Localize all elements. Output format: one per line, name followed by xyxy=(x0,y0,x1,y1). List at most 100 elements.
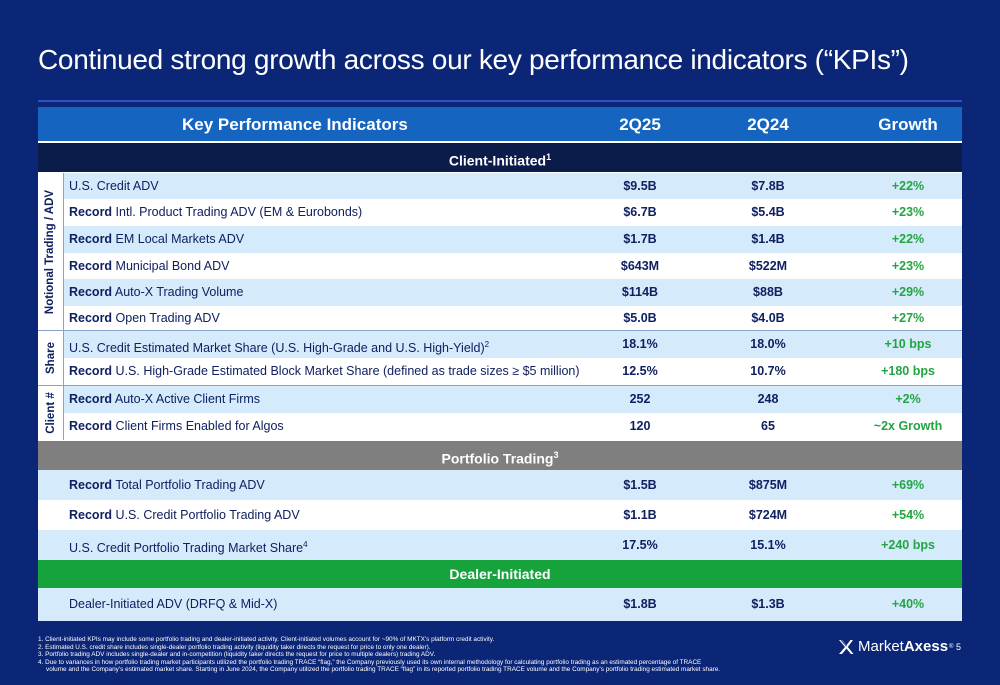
value-growth: +69% xyxy=(891,478,925,492)
section-portfolio-trading: Portfolio Trading3 xyxy=(38,441,962,470)
kpi-label: Record Auto-X Active Client Firms xyxy=(69,386,260,413)
value-2q25: 120 xyxy=(629,419,651,433)
value-2q24: 10.7% xyxy=(750,364,786,378)
header-kpi: Key Performance Indicators xyxy=(182,115,408,134)
kpi-label-text: U.S. Credit Portfolio Trading Market Sha… xyxy=(69,541,304,556)
value-2q25: 17.5% xyxy=(622,538,658,552)
record-tag: Record xyxy=(69,419,113,433)
table-row: Record U.S. High-Grade Estimated Block M… xyxy=(38,358,962,385)
value-growth: +54% xyxy=(891,508,925,522)
marketaxess-logo: Market Axess ® xyxy=(838,638,953,655)
value-growth: +22% xyxy=(891,232,925,246)
value-2q25: $1.5B xyxy=(623,478,657,492)
kpi-label-text: U.S. High-Grade Estimated Block Market S… xyxy=(112,364,580,378)
kpi-label-text: U.S. Credit ADV xyxy=(69,179,159,193)
section-client-initiated: Client-Initiated1 xyxy=(38,143,962,172)
footnote-ref: 1 xyxy=(546,152,552,162)
value-2q25: 252 xyxy=(629,392,651,406)
kpi-label: Record U.S. Credit Portfolio Trading ADV xyxy=(69,500,300,530)
kpi-label: Dealer-Initiated ADV (DRFQ & Mid-X) xyxy=(69,588,277,621)
group-divider xyxy=(38,385,962,386)
table-row: Record EM Local Markets ADV $1.7B $1.4B +22… xyxy=(38,226,962,253)
table-row: Record Auto-X Trading Volume $114B $88B +29… xyxy=(38,279,962,306)
value-2q24: $4.0B xyxy=(751,311,785,325)
table-row: Record Municipal Bond ADV $643M $522M +23% xyxy=(38,253,962,279)
value-2q24: $522M xyxy=(748,259,788,273)
table-header: Key Performance Indicators 2Q25 2Q24 Gro… xyxy=(38,107,962,141)
footnote-1: 1. Client-initiated KPIs may include som… xyxy=(38,636,495,643)
table-row: Dealer-Initiated ADV (DRFQ & Mid-X) $1.8B… xyxy=(38,588,962,621)
section-dealer-initiated: Dealer-Initiated xyxy=(38,560,962,588)
kpi-label: Record Municipal Bond ADV xyxy=(69,253,230,279)
group-divider xyxy=(38,330,962,331)
kpi-label: Record Intl. Product Trading ADV (EM & E… xyxy=(69,199,362,226)
record-tag: Record xyxy=(69,364,113,378)
footnote-ref: 2 xyxy=(484,340,490,349)
value-2q24: 65 xyxy=(761,419,775,433)
value-2q24: $88B xyxy=(753,285,783,299)
kpi-label-text: Auto-X Trading Volume xyxy=(112,285,244,299)
footnote-ref: 4 xyxy=(303,540,308,549)
footnote-4-continued: volume and the Company’s estimated marke… xyxy=(46,666,721,674)
value-growth: +10 bps xyxy=(884,337,932,351)
footnote-ref: 3 xyxy=(553,450,559,460)
side-label-share-text: Share xyxy=(44,342,57,374)
record-tag: Record xyxy=(69,232,113,246)
value-2q25: $5.0B xyxy=(623,311,657,325)
kpi-label-text: U.S. Credit Estimated Market Share (U.S.… xyxy=(69,341,485,356)
value-growth: +23% xyxy=(891,205,925,219)
kpi-label: Record Auto-X Trading Volume xyxy=(69,279,243,306)
kpi-label-text: Total Portfolio Trading ADV xyxy=(112,478,265,492)
value-growth: +23% xyxy=(891,259,925,273)
kpi-label-text: Auto-X Active Client Firms xyxy=(112,392,261,406)
value-2q25: $6.7B xyxy=(623,205,657,219)
value-2q24: $7.8B xyxy=(751,179,785,193)
kpi-label: Record Open Trading ADV xyxy=(69,306,220,330)
side-label-share: Share xyxy=(38,331,64,385)
section-client-initiated-label: Client-Initiated xyxy=(448,152,547,169)
record-tag: Record xyxy=(69,311,113,325)
record-tag: Record xyxy=(69,285,113,299)
kpi-label-text: Open Trading ADV xyxy=(112,311,220,325)
kpi-label-text: Client Firms Enabled for Algos xyxy=(112,419,284,433)
side-label-notional-text: Notional Trading / ADV xyxy=(44,189,57,314)
kpi-label-text: Intl. Product Trading ADV (EM & Eurobond… xyxy=(112,205,363,219)
value-growth: +22% xyxy=(891,179,925,193)
value-growth: +180 bps xyxy=(881,364,935,378)
value-2q24: $1.3B xyxy=(751,597,785,611)
logo-text-bold: Axess xyxy=(903,638,949,655)
footnotes: 1. Client-initiated KPIs may include som… xyxy=(38,636,818,674)
table-row: Record Total Portfolio Trading ADV $1.5B $… xyxy=(38,470,962,500)
record-tag: Record xyxy=(69,259,113,273)
value-2q25: 18.1% xyxy=(622,337,658,351)
record-tag: Record xyxy=(69,205,113,219)
kpi-table: Key Performance Indicators 2Q25 2Q24 Gro… xyxy=(38,107,962,621)
value-2q25: $114B xyxy=(621,285,659,299)
header-growth: Growth xyxy=(878,115,938,134)
logo-registered-mark: ® xyxy=(949,643,954,650)
table-row: Record Intl. Product Trading ADV (EM & E… xyxy=(38,199,962,226)
value-2q25: $643M xyxy=(620,259,660,273)
kpi-label: U.S. Credit Estimated Market Share (U.S.… xyxy=(69,331,489,362)
table-row: Record Auto-X Active Client Firms 252 248 +… xyxy=(38,386,962,413)
kpi-label-text: EM Local Markets ADV xyxy=(112,232,245,246)
title-divider xyxy=(38,100,962,102)
value-growth: +27% xyxy=(891,311,925,325)
value-growth: +2% xyxy=(895,392,921,406)
table-row: Record U.S. Credit Portfolio Trading ADV… xyxy=(38,500,962,530)
page-title: Continued strong growth across our key p… xyxy=(38,44,909,75)
page-number: 5 xyxy=(956,642,962,652)
value-2q25: $1.1B xyxy=(623,508,657,522)
kpi-label: Record U.S. High-Grade Estimated Block M… xyxy=(69,358,580,385)
value-2q25: 12.5% xyxy=(622,364,658,378)
table-row: U.S. Credit Estimated Market Share (U.S.… xyxy=(38,331,962,358)
section-dealer-initiated-label: Dealer-Initiated xyxy=(449,566,551,582)
table-row: Record Client Firms Enabled for Algos 120… xyxy=(38,413,962,440)
value-2q24: 18.0% xyxy=(750,337,786,351)
kpi-label-text: Dealer-Initiated ADV (DRFQ & Mid-X) xyxy=(69,597,278,611)
value-2q24: 15.1% xyxy=(750,538,786,552)
value-growth: ~2x Growth xyxy=(873,419,943,433)
logo-text-regular: Market xyxy=(858,638,904,655)
kpi-label-text: Municipal Bond ADV xyxy=(112,259,230,273)
side-label-notional: Notional Trading / ADV xyxy=(38,173,64,330)
